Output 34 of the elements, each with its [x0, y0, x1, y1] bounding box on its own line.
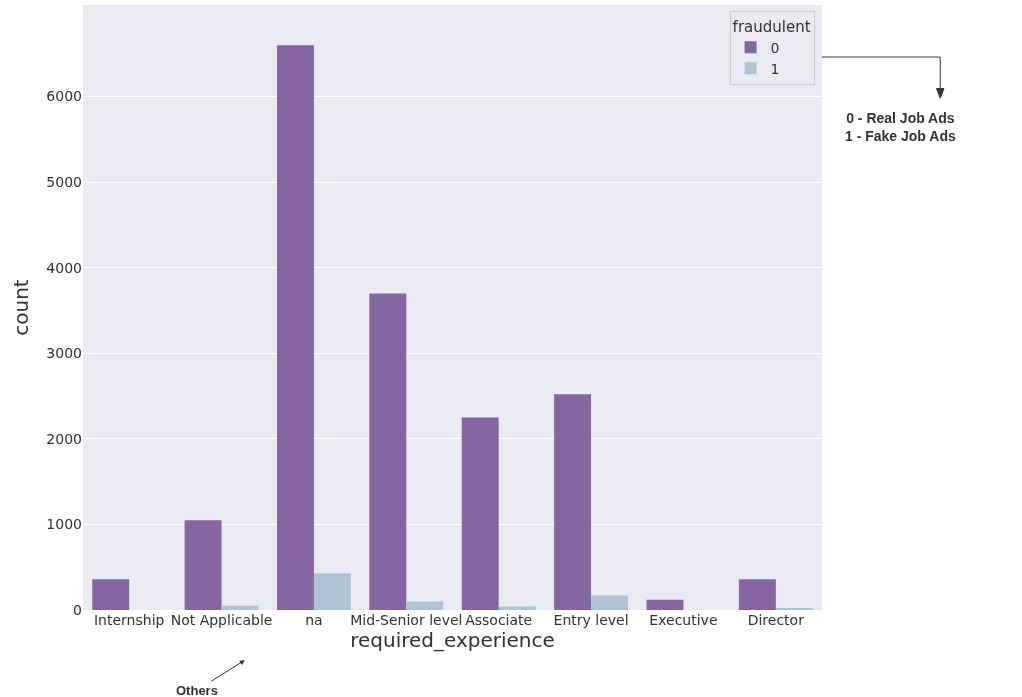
bar: [184, 520, 222, 610]
x-tick-label: Not Applicable: [170, 612, 273, 628]
x-tick-label: na: [305, 612, 323, 628]
bar: [591, 595, 629, 610]
x-tick-label: Director: [747, 612, 805, 628]
y-tick-label: 6000: [46, 88, 82, 105]
x-tick-label: Internship: [93, 612, 165, 628]
text: Others: [176, 683, 218, 697]
y-tick-label: 5000: [46, 174, 82, 191]
text: 0 - Real Job Ads 1 - Fake Job Ads: [845, 110, 956, 145]
y-tick-label: 3000: [46, 345, 82, 362]
bar: [92, 579, 130, 610]
legend-label: 0: [770, 39, 780, 56]
bar: [461, 417, 499, 610]
x-tick-label: Executive: [649, 612, 718, 628]
x-axis-title: required_experience: [350, 628, 555, 652]
y-tick-label: 2000: [46, 430, 82, 447]
y-tick-label: 0: [73, 601, 82, 618]
legend-label: 1: [770, 60, 780, 77]
legend-title: fraudulent: [732, 17, 811, 36]
bar: [406, 601, 444, 610]
bar: [738, 579, 776, 610]
y-tick-label: 1000: [46, 516, 82, 533]
y-tick-label: 4000: [46, 259, 82, 276]
bar: [646, 599, 684, 610]
bar: [276, 45, 314, 610]
x-tick-label: Entry level: [553, 612, 629, 628]
bar: [221, 605, 259, 610]
bar: [369, 293, 407, 610]
bar: [554, 394, 592, 610]
x-tick-label: Associate: [465, 612, 533, 628]
x-tick-label: Mid-Senior level: [350, 612, 463, 628]
y-axis-title: count: [8, 279, 33, 336]
bar: [313, 573, 351, 610]
